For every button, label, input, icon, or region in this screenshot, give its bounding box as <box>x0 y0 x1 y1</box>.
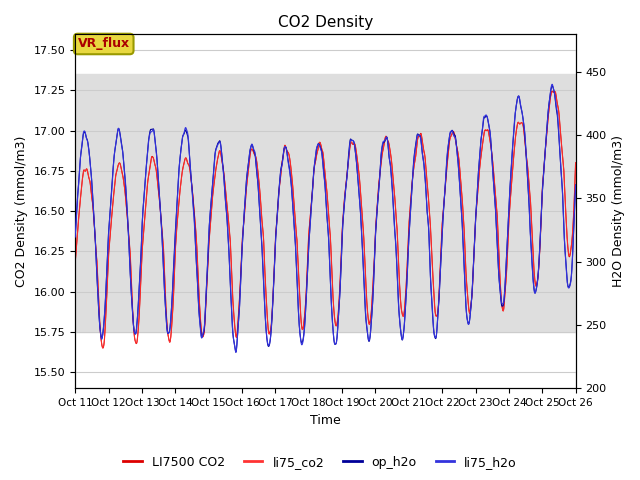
X-axis label: Time: Time <box>310 414 340 427</box>
Legend: LI7500 CO2, li75_co2, op_h2o, li75_h2o: LI7500 CO2, li75_co2, op_h2o, li75_h2o <box>118 451 522 474</box>
Y-axis label: CO2 Density (mmol/m3): CO2 Density (mmol/m3) <box>15 135 28 287</box>
Y-axis label: H2O Density (mmol/m3): H2O Density (mmol/m3) <box>612 135 625 287</box>
Bar <box>75 74 575 332</box>
Title: CO2 Density: CO2 Density <box>278 15 373 30</box>
Text: VR_flux: VR_flux <box>77 37 130 50</box>
